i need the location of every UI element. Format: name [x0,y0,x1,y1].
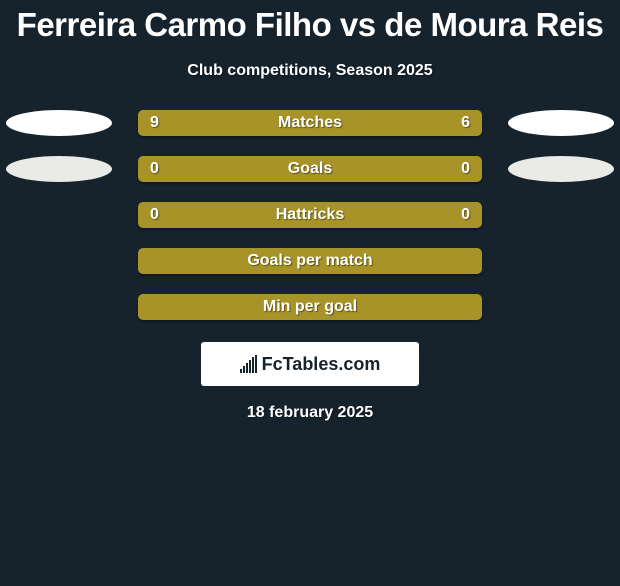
stat-bar: 0Goals0 [138,156,482,182]
stat-label: Min per goal [138,298,482,316]
logo-box[interactable]: FcTables.com [201,342,419,386]
stat-value-left: 0 [150,206,159,224]
barchart-icon [240,355,260,373]
stat-label: Hattricks [138,206,482,224]
comparison-widget: Ferreira Carmo Filho vs de Moura Reis Cl… [0,6,620,422]
stat-bar: 0Hattricks0 [138,202,482,228]
stat-value-right: 0 [461,206,470,224]
logo-text: FcTables.com [262,354,381,375]
player-right-ellipse [508,110,614,136]
player-right-ellipse [508,156,614,182]
stat-row: 9Matches6 [0,110,620,136]
stat-label: Goals per match [138,252,482,270]
stat-row: Min per goal [0,294,620,320]
stat-label: Matches [138,114,482,132]
stat-bar: Goals per match [138,248,482,274]
stat-value-left: 9 [150,114,159,132]
stat-bar: 9Matches6 [138,110,482,136]
stat-value-right: 0 [461,160,470,178]
date-label: 18 february 2025 [0,404,620,422]
stat-row: Goals per match [0,248,620,274]
stat-value-left: 0 [150,160,159,178]
player-left-ellipse [6,110,112,136]
stat-rows: 9Matches60Goals00Hattricks0Goals per mat… [0,110,620,320]
stat-bar: Min per goal [138,294,482,320]
subtitle: Club competitions, Season 2025 [0,62,620,80]
stat-value-right: 6 [461,114,470,132]
stat-row: 0Hattricks0 [0,202,620,228]
page-title: Ferreira Carmo Filho vs de Moura Reis [0,6,620,44]
player-left-ellipse [6,156,112,182]
stat-row: 0Goals0 [0,156,620,182]
stat-label: Goals [138,160,482,178]
